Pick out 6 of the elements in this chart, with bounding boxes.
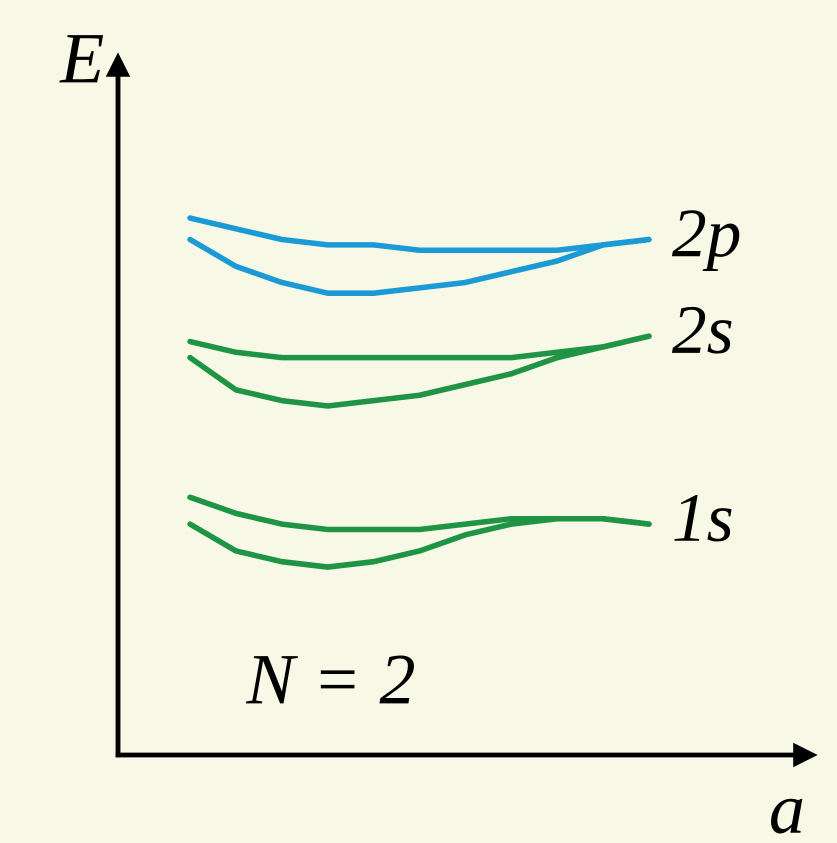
series-label: 2p (672, 210, 740, 271)
x-axis-title: a (771, 798, 802, 834)
series-label: 1s (674, 494, 732, 542)
series-label: 2s (672, 306, 732, 354)
y-axis-title: E (59, 35, 104, 82)
annotation: N = 2 (246, 656, 414, 704)
